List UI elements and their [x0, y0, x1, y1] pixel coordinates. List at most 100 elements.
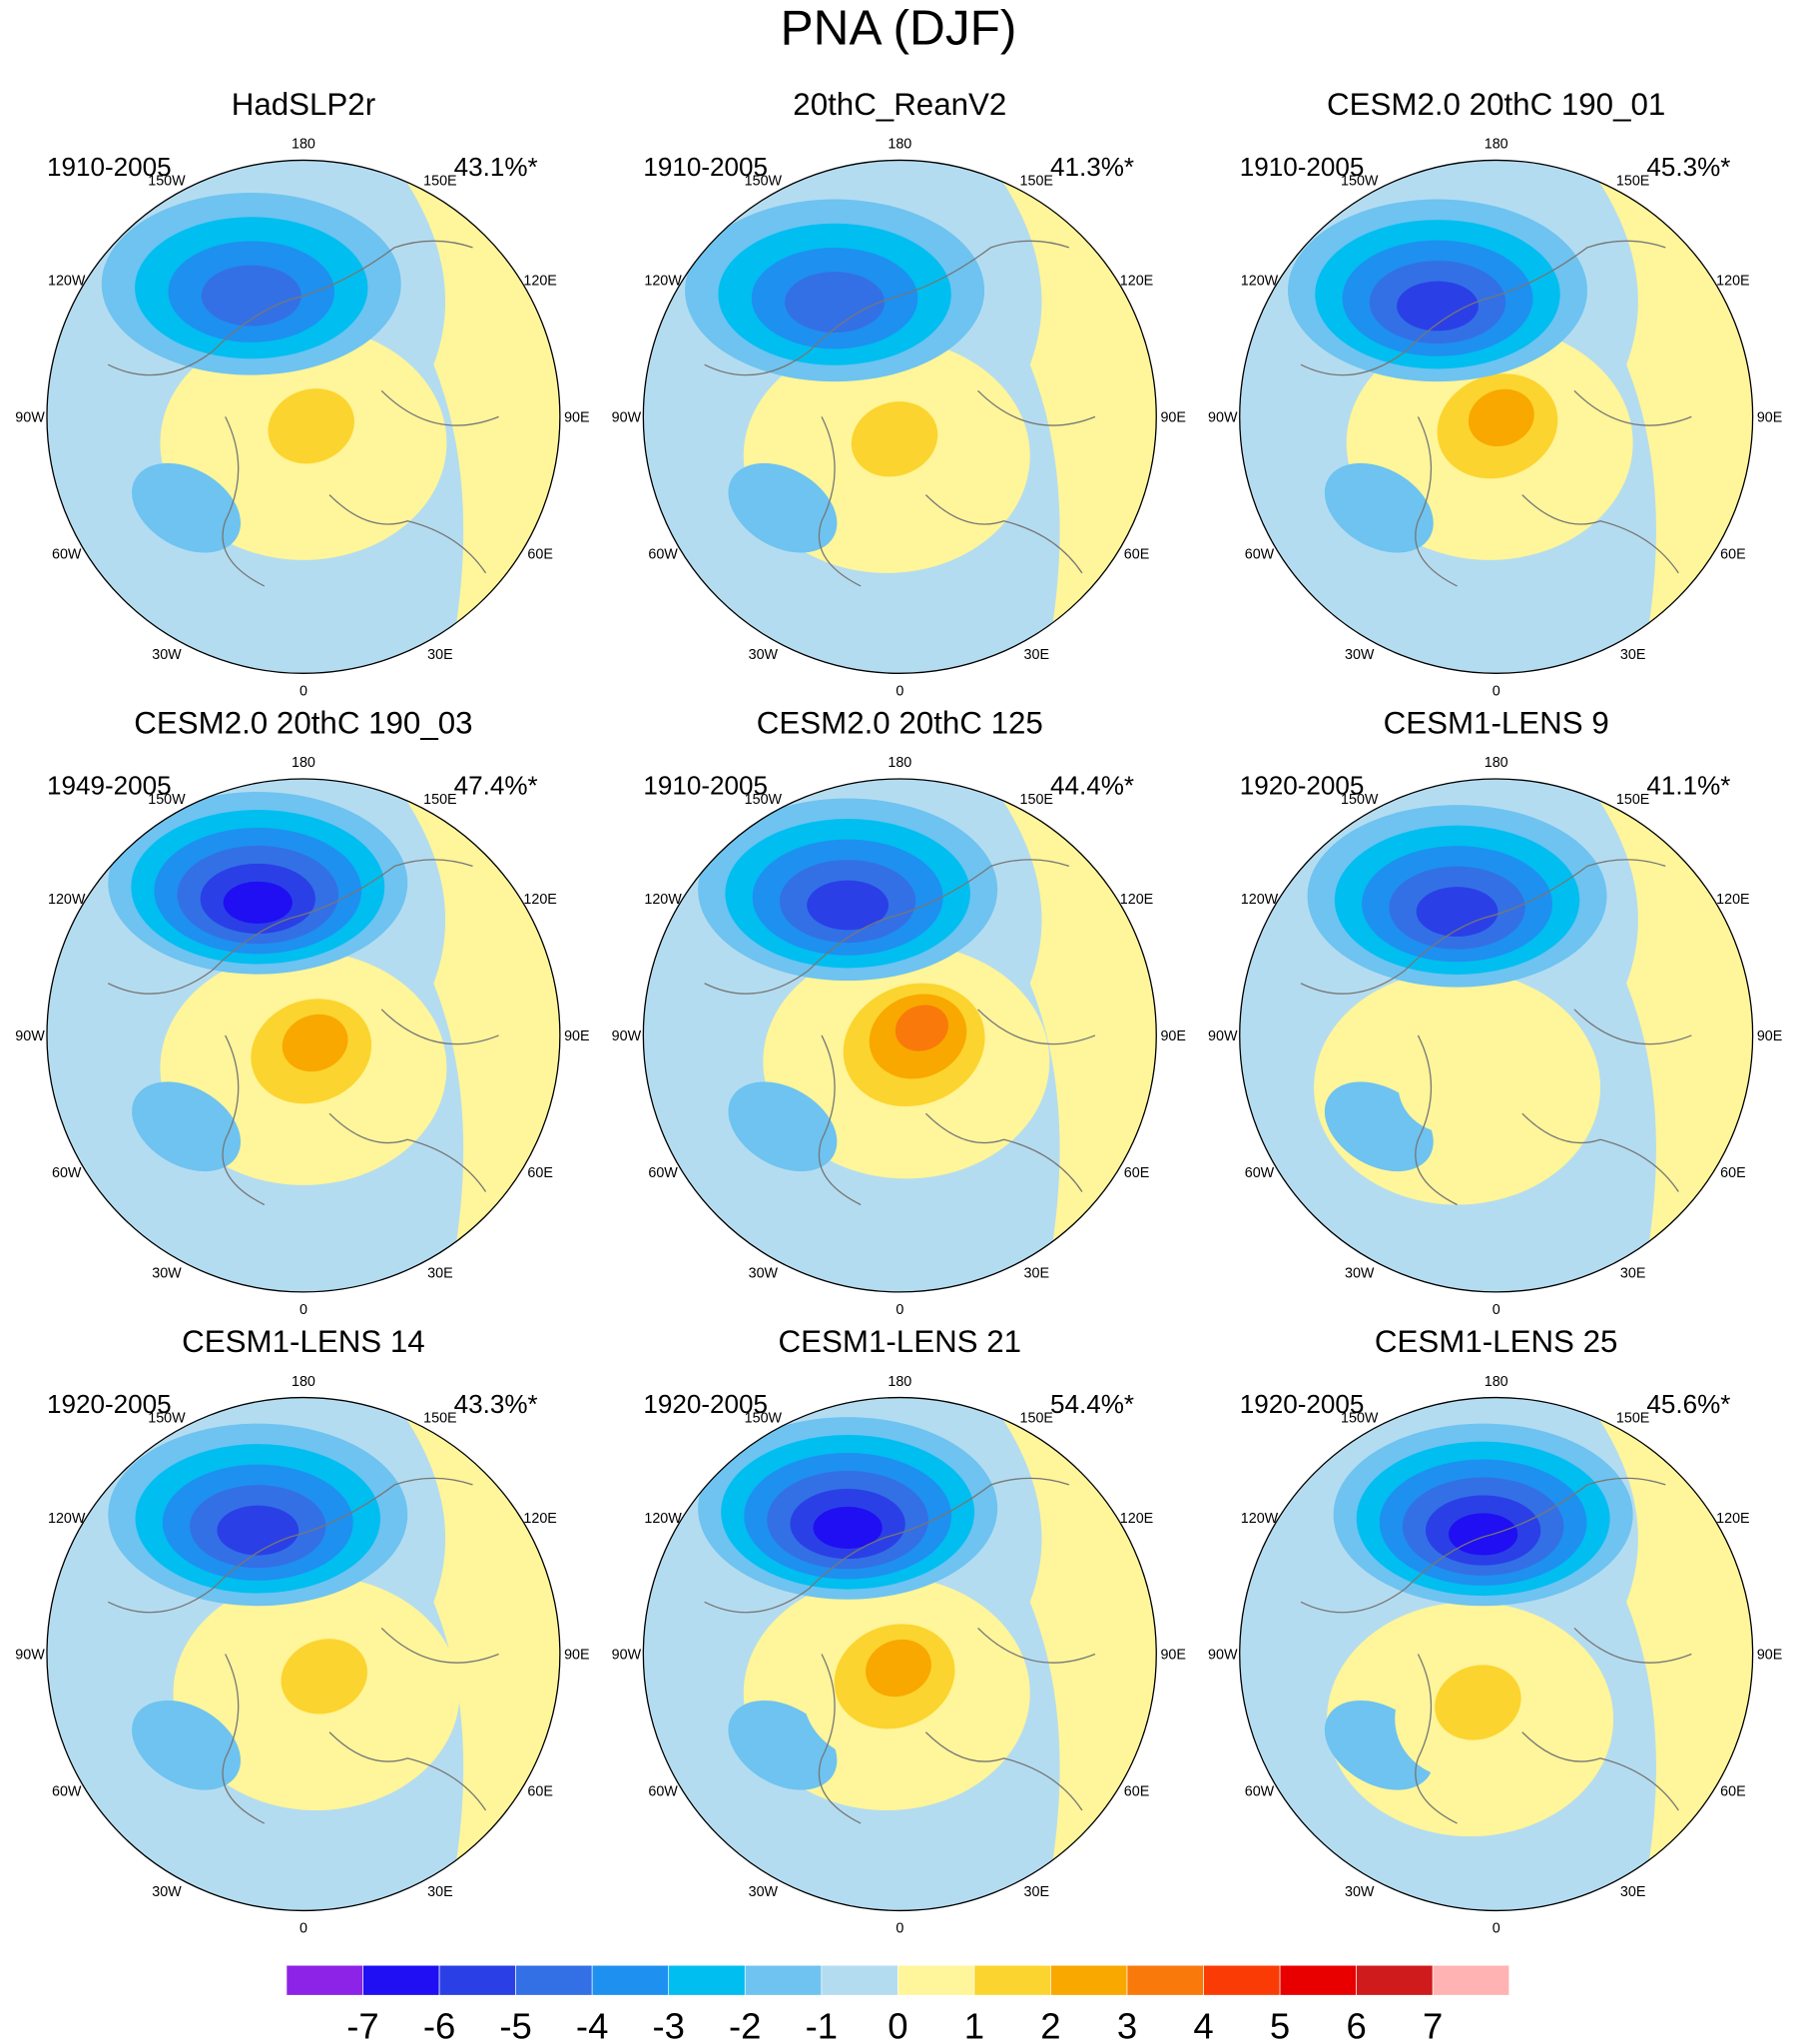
- negative-contour: [813, 1506, 883, 1550]
- panel-variance: 41.3%*: [1050, 152, 1134, 182]
- longitude-label: 0: [300, 1302, 307, 1318]
- longitude-label: 0: [896, 684, 903, 700]
- longitude-label: 120E: [1716, 274, 1749, 290]
- longitude-label: 120E: [523, 1511, 556, 1527]
- colorbar-box: [1356, 1964, 1434, 1996]
- coastline: [704, 1477, 1096, 1824]
- panel-period: 1910-2005: [643, 771, 768, 801]
- longitude-label: 60E: [1124, 1784, 1150, 1800]
- longitude-label: 30E: [1620, 1265, 1646, 1281]
- colorbar-box: [591, 1964, 670, 1996]
- map-panel: HadSLP2r 1910-2005 43.1%* 0 30E 60E 90E 120E 150…: [15, 87, 589, 700]
- longitude-label: 90W: [612, 1028, 642, 1044]
- longitude-label: 150W: [745, 1410, 783, 1426]
- longitude-label: 60E: [1720, 1165, 1746, 1181]
- negative-contour: [201, 265, 301, 327]
- positive-contour: [866, 1639, 931, 1698]
- map-border: [46, 1396, 561, 1912]
- longitude-label: 180: [888, 137, 911, 153]
- panel-variance: 45.6%*: [1646, 1389, 1730, 1419]
- positive-contour: [268, 388, 354, 464]
- negative-contour: [217, 1505, 300, 1556]
- longitude-label: 150W: [148, 792, 186, 808]
- colorbar-label: 7: [1423, 2005, 1443, 2044]
- colorbar-box: [1126, 1964, 1204, 1996]
- longitude-label: 60W: [1245, 547, 1275, 563]
- panel-title: CESM1-LENS 21: [779, 1324, 1022, 1359]
- map: [1239, 160, 1753, 674]
- panel-period: 1920-2005: [47, 1389, 172, 1419]
- panel-title: CESM2.0 20thC 190_03: [134, 705, 472, 740]
- panel-title: CESM2.0 20thC 190_01: [1327, 87, 1665, 122]
- longitude-label: 60E: [1720, 547, 1746, 563]
- map: [643, 1397, 1157, 1911]
- longitude-label: 120W: [1241, 892, 1279, 908]
- longitude-label: 150W: [148, 173, 186, 189]
- coastline: [704, 859, 1096, 1206]
- longitude-label: 150E: [423, 792, 456, 808]
- longitude-label: 60E: [1720, 1784, 1746, 1800]
- longitude-label: 30E: [427, 1265, 453, 1281]
- negative-contour: [1397, 281, 1479, 332]
- map: [643, 160, 1157, 674]
- longitude-label: 30W: [749, 1265, 779, 1281]
- longitude-label: 180: [292, 137, 315, 153]
- longitude-label: 150W: [148, 1410, 186, 1426]
- panel-period: 1949-2005: [47, 771, 172, 801]
- longitude-label: 150W: [1341, 792, 1379, 808]
- colorbar-box: [1279, 1964, 1357, 1996]
- longitude-label: 180: [292, 1374, 315, 1390]
- map: [46, 1397, 560, 1911]
- longitude-label: 0: [1493, 1921, 1500, 1937]
- colorbar-label: 5: [1270, 2005, 1290, 2044]
- map-panel: CESM1-LENS 14 1920-2005 43.3%* 0 30E 60E 90E 12…: [15, 1324, 589, 1937]
- longitude-label: 150W: [1341, 1410, 1379, 1426]
- colorbar-label: -3: [652, 2005, 684, 2044]
- coastline: [107, 240, 499, 587]
- longitude-label: 60W: [1245, 1165, 1275, 1181]
- colorbar-label: -4: [576, 2005, 608, 2044]
- longitude-label: 90E: [1757, 1648, 1783, 1664]
- map-panel: 20thC_ReanV2 1910-2005 41.3%* 0 30E 60E 90E 120…: [612, 87, 1186, 700]
- map-border: [642, 1396, 1157, 1912]
- map-border: [1239, 778, 1754, 1293]
- longitude-label: 150W: [1341, 173, 1379, 189]
- longitude-label: 30E: [427, 647, 453, 663]
- panel-variance: 41.1%*: [1646, 771, 1730, 801]
- colorbar-label: -7: [346, 2005, 378, 2044]
- negative-area: [1324, 462, 1434, 553]
- colorbar-label: 2: [1040, 2005, 1060, 2044]
- longitude-label: 90W: [1208, 410, 1238, 426]
- colorbar-label: 1: [964, 2005, 984, 2044]
- negative-contour: [1416, 887, 1498, 937]
- longitude-label: 180: [1485, 1374, 1508, 1390]
- negative-contour: [1449, 1513, 1518, 1556]
- coastline: [1300, 859, 1692, 1206]
- map-panel: CESM2.0 20thC 190_01 1910-2005 45.3%* 0 30E 6…: [1208, 87, 1782, 700]
- panel-period: 1920-2005: [643, 1389, 768, 1419]
- longitude-label: 150E: [1020, 1410, 1053, 1426]
- longitude-label: 150E: [423, 1410, 456, 1426]
- longitude-label: 30E: [427, 1884, 453, 1900]
- map-border: [1239, 159, 1754, 674]
- longitude-label: 120W: [48, 274, 86, 290]
- longitude-label: 60W: [1245, 1784, 1275, 1800]
- colorbar-box: [362, 1964, 440, 1996]
- map-border: [1239, 1396, 1754, 1912]
- map-panel: CESM1-LENS 25 1920-2005 45.6%* 0 30E 60E 90E 12…: [1208, 1324, 1782, 1937]
- longitude-label: 30W: [749, 647, 779, 663]
- panel-period: 1910-2005: [1240, 152, 1365, 182]
- colorbar-box: [1203, 1964, 1281, 1996]
- longitude-label: 90E: [1160, 1028, 1186, 1044]
- longitude-label: 90W: [612, 1648, 642, 1664]
- map-border: [642, 778, 1157, 1293]
- longitude-label: 120W: [644, 1511, 682, 1527]
- positive-contour: [895, 1005, 949, 1051]
- longitude-label: 90E: [1757, 1028, 1783, 1044]
- longitude-label: 60W: [52, 547, 82, 563]
- negative-contour: [807, 880, 890, 931]
- panel-variance: 45.3%*: [1646, 152, 1730, 182]
- positive-contour: [1468, 388, 1534, 447]
- colorbar-box: [973, 1964, 1051, 1996]
- longitude-label: 90W: [1208, 1648, 1238, 1664]
